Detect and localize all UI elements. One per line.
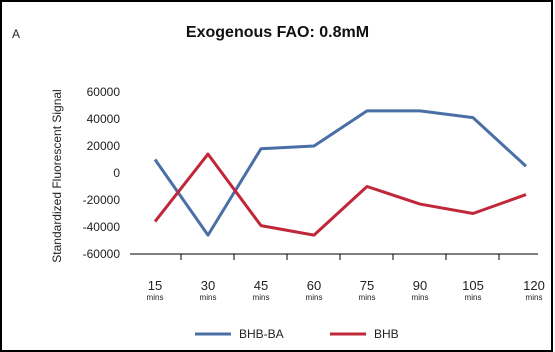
y-tick-label: 40000 [87, 112, 121, 126]
series-lines [153, 109, 528, 237]
x-tick-label: 90 [413, 278, 427, 293]
y-ticks: 60000 40000 20000 0 -20000 -40000 -60000 [83, 85, 121, 261]
y-tick-label: -60000 [83, 247, 121, 261]
panel-label: A [12, 27, 21, 41]
x-ticks: 15mins30mins45mins60mins75mins90mins105m… [147, 254, 553, 302]
y-tick-label: -40000 [83, 220, 121, 234]
y-tick-label: 20000 [87, 139, 121, 153]
x-tick-label: 45 [254, 278, 268, 293]
legend-label: BHB [374, 327, 399, 341]
x-tick-unit: mins [359, 293, 376, 302]
legend: BHB-BA BHB [195, 327, 399, 341]
y-tick-label: -20000 [83, 193, 121, 207]
y-tick-label: 60000 [87, 85, 121, 99]
series-line-bhb [153, 152, 527, 237]
x-tick-label: 105 [462, 278, 484, 293]
legend-label: BHB-BA [239, 327, 284, 341]
x-tick-unit: mins [253, 293, 270, 302]
x-tick-label: 30 [201, 278, 215, 293]
x-tick-unit: mins [306, 293, 323, 302]
series-line-bhb-ba [153, 109, 528, 237]
x-tick-unit: mins [147, 293, 164, 302]
x-tick-unit: mins [526, 293, 543, 302]
x-tick-unit: mins [465, 293, 482, 302]
y-tick-label: 0 [113, 166, 120, 180]
x-tick-label: 75 [360, 278, 374, 293]
x-tick-label: 120 [523, 278, 545, 293]
x-tick-unit: mins [412, 293, 429, 302]
x-tick-label: 60 [307, 278, 321, 293]
chart-title: Exogenous FAO: 0.8mM [185, 24, 370, 41]
x-tick-label: 15 [148, 278, 162, 293]
x-tick-unit: mins [200, 293, 217, 302]
